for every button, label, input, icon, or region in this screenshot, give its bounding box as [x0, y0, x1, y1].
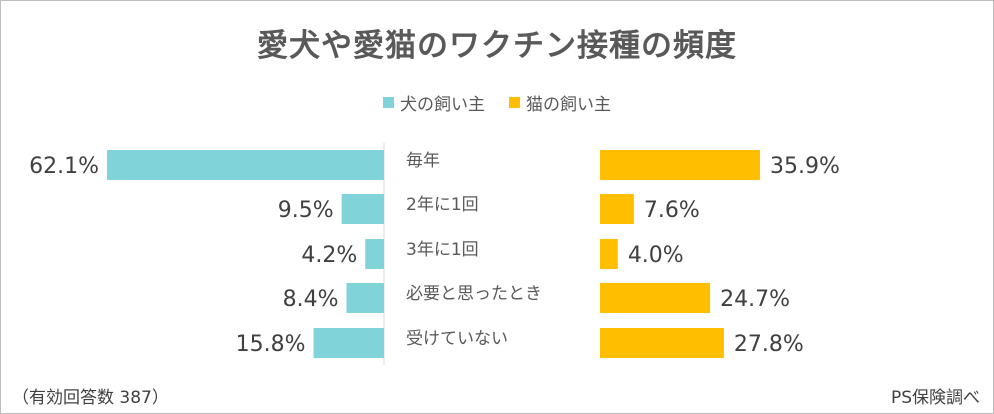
data-label-cat: 24.7% [720, 287, 790, 312]
category-label: 2年に1回 [406, 195, 479, 215]
bar-dog [341, 194, 384, 224]
bar-dog [365, 239, 384, 269]
data-label-dog: 62.1% [29, 154, 99, 179]
bar-dog [346, 283, 384, 313]
data-label-dog: 8.4% [283, 287, 339, 312]
bar-dog [107, 150, 384, 180]
data-label-cat: 35.9% [770, 154, 840, 179]
category-label: 3年に1回 [406, 240, 479, 260]
bar-cat [600, 283, 711, 313]
response-count-note: （有効回答数 387） [12, 388, 169, 408]
legend-swatch-dog [383, 97, 394, 108]
source-note: PS保険調べ [890, 388, 980, 408]
data-label-cat: 27.8% [734, 332, 804, 357]
category-label: 必要と思ったとき [406, 284, 542, 304]
data-label-dog: 4.2% [301, 243, 357, 268]
data-label-cat: 7.6% [644, 198, 700, 223]
legend: 犬の飼い主 猫の飼い主 [0, 90, 994, 115]
data-label-dog: 15.8% [236, 332, 306, 357]
bar-cat [600, 194, 634, 224]
legend-item-cat: 猫の飼い主 [509, 90, 611, 115]
bar-cat [600, 150, 760, 180]
bar-dog [313, 328, 384, 358]
chart-title: 愛犬や愛猫のワクチン接種の頻度 [257, 28, 737, 64]
category-label: 受けていない [406, 329, 508, 349]
data-label-cat: 4.0% [628, 243, 684, 268]
legend-label-dog: 犬の飼い主 [400, 95, 485, 115]
category-label: 毎年 [406, 151, 440, 171]
legend-swatch-cat [509, 97, 520, 108]
legend-item-dog: 犬の飼い主 [383, 90, 485, 115]
bar-cat [600, 239, 618, 269]
bar-cat [600, 328, 724, 358]
legend-label-cat: 猫の飼い主 [526, 95, 611, 115]
data-label-dog: 9.5% [278, 198, 334, 223]
